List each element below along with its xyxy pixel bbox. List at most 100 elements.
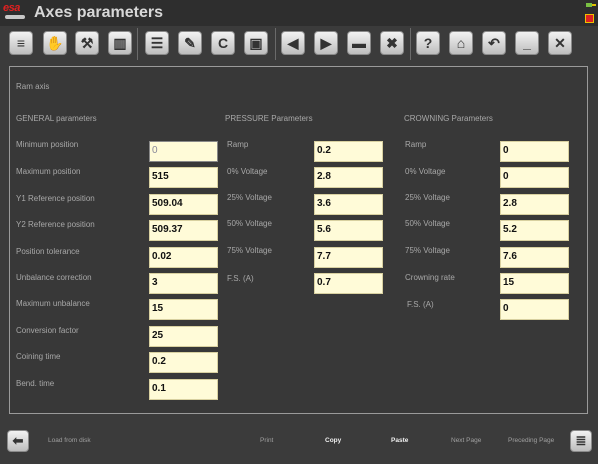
document-icon: ≡ [16,35,26,51]
toolbar-separator [137,28,138,60]
toolbar-separator [410,28,411,60]
home-button[interactable]: ⌂ [449,31,473,55]
delete-button[interactable]: ✖ [380,31,404,55]
crowning-25-voltage-field[interactable]: 2.8 [500,194,569,215]
toolbar: ≡ ✋ ⚒ ▥ ☰ ✎ C ▣ ◀ ▶ ▬ ✖ ? ⌂ ↶ _ ✕ [0,26,598,62]
minimize-icon: _ [523,35,531,51]
field-icon: ▬ [352,35,366,51]
crowning-header: CROWNING Parameters [404,114,493,123]
copy-button[interactable]: Copy [325,437,342,444]
undo-icon: ↶ [488,34,500,51]
hand-icon: ✋ [46,34,64,51]
database-edit-button[interactable]: ✎ [178,31,202,55]
close-icon: ✕ [554,34,566,51]
pressure-25-voltage-field[interactable]: 3.6 [314,194,383,215]
minimum-position-label: Minimum position [16,140,79,149]
pressure-ramp-field[interactable]: 0.2 [314,141,383,162]
maximum-unbalance-field[interactable]: 15 [149,299,218,320]
bottom-bar: ⬅ Load from disk Print Copy Paste Next P… [0,420,598,464]
logo-text: esa [3,2,20,14]
conversion-factor-field[interactable]: 25 [149,326,218,347]
pressure-75-voltage-label: 75% Voltage [227,246,272,255]
crowning-0-voltage-label: 0% Voltage [405,167,446,176]
database-edit-icon: ✎ [184,34,196,51]
page-list-button[interactable]: ≣ [570,430,592,452]
axes-parameters-panel: Ram axis GENERAL parameters Minimum posi… [9,66,588,414]
crowning-0-voltage-field[interactable]: 0 [500,167,569,188]
hand-button[interactable]: ✋ [43,31,67,55]
crowning-25-voltage-label: 25% Voltage [405,193,450,202]
wrench-button[interactable]: ⚒ [75,31,99,55]
position-tolerance-label: Position tolerance [16,247,80,256]
wrench-icon: ⚒ [80,34,94,51]
position-tolerance-field[interactable]: 0.02 [149,247,218,268]
crowning-ramp-field[interactable]: 0 [500,141,569,162]
help-button[interactable]: ? [416,31,440,55]
close-button[interactable]: ✕ [548,31,572,55]
window-title: Axes parameters [34,4,163,21]
pressure-75-voltage-field[interactable]: 7.7 [314,247,383,268]
save-icon: ▣ [249,34,263,51]
maximum-unbalance-label: Maximum unbalance [16,299,90,308]
crowning-50-voltage-field[interactable]: 5.2 [500,220,569,241]
crowning-fs-field[interactable]: 0 [500,299,569,320]
crowning-75-voltage-field[interactable]: 7.6 [500,247,569,268]
coining-time-label: Coining time [16,352,61,361]
field-button[interactable]: ▬ [347,31,371,55]
minimize-button[interactable]: _ [515,31,539,55]
load-from-disk-button[interactable]: Load from disk [48,437,91,444]
general-header: GENERAL parameters [16,114,97,123]
key-icon [5,15,25,19]
y1-reference-label: Y1 Reference position [16,194,95,203]
c-button[interactable]: C [211,31,235,55]
database-button[interactable]: ☰ [145,31,169,55]
arrow-left-icon: ⬅ [12,433,24,448]
bend-time-field[interactable]: 0.1 [149,379,218,400]
trash-icon: ✖ [386,34,398,51]
y1-reference-field[interactable]: 509.04 [149,194,218,215]
arrow-right-icon: ▶ [320,34,332,51]
arrow-left-icon: ◀ [287,34,299,51]
y2-reference-label: Y2 Reference position [16,220,95,229]
axis-label: Ram axis [16,82,50,91]
pressure-fs-field[interactable]: 0.7 [314,273,383,294]
y2-reference-field[interactable]: 509.37 [149,220,218,241]
factory-button[interactable]: ▥ [108,31,132,55]
pressure-ramp-label: Ramp [227,140,249,149]
database-icon: ☰ [150,34,164,51]
preceding-page-button[interactable]: Preceding Page [508,437,555,444]
next-button[interactable]: ▶ [314,31,338,55]
unbalance-correction-label: Unbalance correction [16,273,92,282]
previous-button[interactable]: ◀ [281,31,305,55]
esa-logo: esa [3,2,27,22]
toolbar-separator [275,28,276,60]
title-bar: esa Axes parameters [0,0,598,26]
back-button[interactable]: ⬅ [7,430,29,452]
c-icon: C [217,35,229,51]
next-page-button[interactable]: Next Page [451,437,482,444]
help-icon: ? [423,35,433,51]
undo-button[interactable]: ↶ [482,31,506,55]
pressure-50-voltage-field[interactable]: 5.6 [314,220,383,241]
pressure-0-voltage-label: 0% Voltage [227,167,268,176]
save-button[interactable]: ▣ [244,31,268,55]
home-icon: ⌂ [456,35,466,51]
document-button[interactable]: ≡ [9,31,33,55]
minimum-position-field[interactable]: 0 [149,141,218,162]
status-indicator-icon [586,3,596,9]
maximum-position-label: Maximum position [16,167,81,176]
pressure-fs-label: F.S. (A) [227,274,254,283]
maximum-position-field[interactable]: 515 [149,167,218,188]
coining-time-field[interactable]: 0.2 [149,352,218,373]
crowning-rate-field[interactable]: 15 [500,273,569,294]
pressure-header: PRESSURE Parameters [225,114,313,123]
flag-icon [585,14,594,23]
crowning-50-voltage-label: 50% Voltage [405,219,450,228]
unbalance-correction-field[interactable]: 3 [149,273,218,294]
print-button[interactable]: Print [260,437,274,444]
paste-button[interactable]: Paste [391,437,409,444]
bend-time-label: Bend. time [16,379,55,388]
crowning-fs-label: F.S. (A) [407,300,434,309]
pressure-0-voltage-field[interactable]: 2.8 [314,167,383,188]
pressure-50-voltage-label: 50% Voltage [227,219,272,228]
